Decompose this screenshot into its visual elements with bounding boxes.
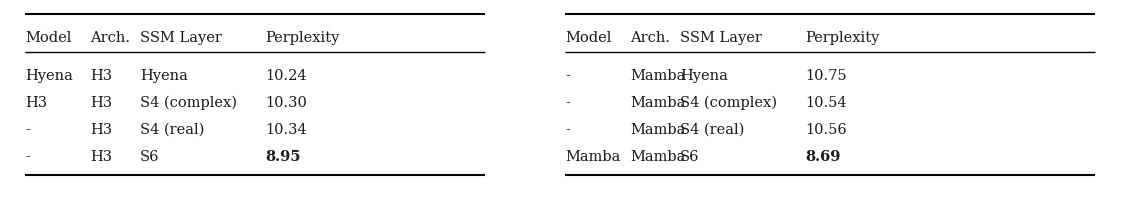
Text: 10.34: 10.34 <box>265 123 307 137</box>
Text: Perplexity: Perplexity <box>265 31 340 45</box>
Text: -: - <box>565 69 569 83</box>
Text: Perplexity: Perplexity <box>805 31 879 45</box>
Text: Model: Model <box>565 31 611 45</box>
Text: Mamba: Mamba <box>630 96 685 110</box>
Text: H3: H3 <box>90 123 112 137</box>
Text: Hyena: Hyena <box>25 69 73 83</box>
Text: Hyena: Hyena <box>140 69 188 83</box>
Text: Mamba: Mamba <box>630 69 685 83</box>
Text: 8.95: 8.95 <box>265 150 300 164</box>
Text: S4 (complex): S4 (complex) <box>680 96 777 110</box>
Text: SSM Layer: SSM Layer <box>140 31 222 45</box>
Text: -: - <box>25 123 30 137</box>
Text: Mamba: Mamba <box>630 123 685 137</box>
Text: -: - <box>565 96 569 110</box>
Text: H3: H3 <box>90 69 112 83</box>
Text: -: - <box>565 123 569 137</box>
Text: H3: H3 <box>25 96 47 110</box>
Text: S6: S6 <box>680 150 700 164</box>
Text: Model: Model <box>25 31 72 45</box>
Text: Hyena: Hyena <box>680 69 728 83</box>
Text: S4 (real): S4 (real) <box>680 123 744 137</box>
Text: Arch.: Arch. <box>90 31 130 45</box>
Text: Mamba: Mamba <box>565 150 620 164</box>
Text: S6: S6 <box>140 150 159 164</box>
Text: SSM Layer: SSM Layer <box>680 31 762 45</box>
Text: 8.69: 8.69 <box>805 150 841 164</box>
Text: H3: H3 <box>90 96 112 110</box>
Text: 10.30: 10.30 <box>265 96 307 110</box>
Text: 10.75: 10.75 <box>805 69 846 83</box>
Text: S4 (real): S4 (real) <box>140 123 204 137</box>
Text: 10.24: 10.24 <box>265 69 307 83</box>
Text: 10.56: 10.56 <box>805 123 846 137</box>
Text: -: - <box>25 150 30 164</box>
Text: S4 (complex): S4 (complex) <box>140 96 237 110</box>
Text: Arch.: Arch. <box>630 31 670 45</box>
Text: Mamba: Mamba <box>630 150 685 164</box>
Text: 10.54: 10.54 <box>805 96 846 110</box>
Text: H3: H3 <box>90 150 112 164</box>
